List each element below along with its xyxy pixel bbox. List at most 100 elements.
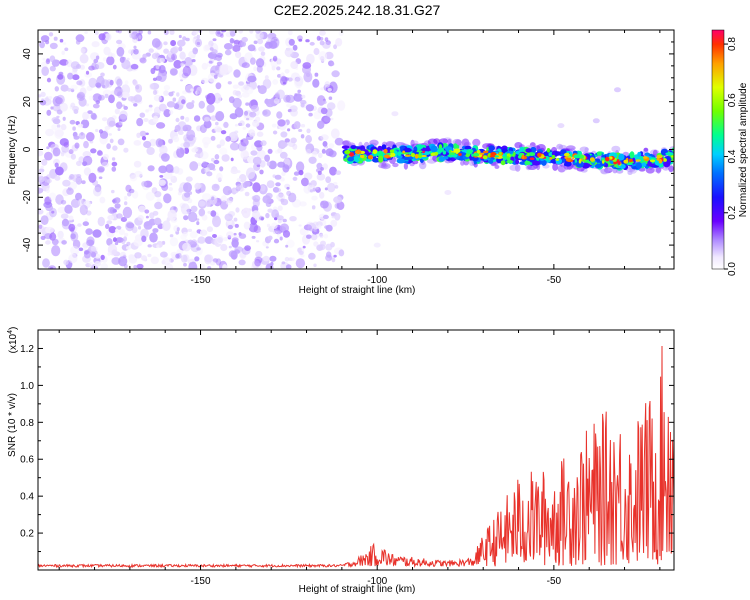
noise-speckle [322, 163, 328, 170]
noise-speckle [212, 234, 217, 238]
noise-speckle [72, 126, 76, 131]
noise-speckle [308, 156, 317, 164]
noise-speckle [273, 55, 278, 59]
noise-speckle [147, 244, 152, 248]
noise-speckle [173, 135, 180, 143]
noise-speckle [68, 149, 74, 155]
noise-speckle [102, 153, 109, 161]
noise-speckle [38, 168, 45, 173]
noise-speckle [143, 140, 152, 149]
noise-speckle [173, 225, 180, 232]
noise-speckle [133, 238, 143, 247]
noise-speckle [111, 199, 116, 203]
noise-speckle [273, 230, 278, 235]
noise-speckle [78, 198, 84, 207]
noise-speckle [243, 213, 247, 216]
noise-speckle [190, 54, 196, 59]
noise-speckle [305, 104, 314, 112]
signal-cell [594, 163, 602, 169]
noise-speckle [294, 76, 303, 89]
noise-speckle [330, 62, 335, 66]
noise-speckle [241, 207, 251, 219]
noise-speckle [176, 252, 182, 259]
noise-speckle [300, 123, 306, 128]
noise-speckle [294, 93, 298, 97]
noise-speckle [223, 43, 233, 50]
noise-speckle [111, 257, 121, 265]
signal-halo [668, 165, 674, 173]
noise-speckle [61, 50, 65, 55]
noise-speckle [70, 231, 79, 242]
noise-speckle [169, 237, 179, 247]
noise-speckle [132, 80, 138, 86]
noise-speckle [216, 144, 222, 149]
noise-speckle [147, 30, 152, 35]
noise-speckle [213, 184, 219, 189]
noise-speckle [267, 208, 274, 213]
noise-speckle [252, 156, 262, 165]
noise-speckle [287, 109, 292, 113]
noise-speckle [163, 41, 168, 46]
noise-speckle [82, 111, 89, 120]
noise-speckle [211, 157, 215, 162]
noise-speckle [85, 70, 90, 75]
noise-speckle [45, 226, 55, 234]
noise-speckle [221, 30, 227, 33]
signal-peak [405, 154, 411, 157]
noise-speckle [46, 174, 51, 180]
noise-speckle [295, 258, 306, 269]
noise-speckle [229, 142, 240, 151]
signal-peak [671, 155, 674, 158]
signal-peak [482, 155, 488, 160]
noise-speckle [286, 186, 290, 190]
noise-speckle [196, 41, 201, 46]
noise-speckle [138, 205, 146, 213]
noise-speckle [155, 138, 163, 148]
spectrogram-y-tick-label: 0 [22, 146, 33, 152]
noise-speckle [189, 231, 198, 239]
noise-speckle [51, 117, 60, 123]
noise-speckle [252, 182, 261, 193]
noise-speckle [121, 238, 126, 245]
noise-speckle [245, 167, 256, 180]
noise-speckle [146, 147, 155, 155]
signal-peak [422, 150, 425, 154]
noise-speckle [302, 62, 312, 69]
noise-speckle [123, 105, 128, 110]
noise-speckle [206, 104, 215, 113]
signal-peak [521, 154, 525, 159]
noise-speckle [145, 191, 155, 201]
noise-speckle [38, 187, 44, 194]
signal-halo [472, 138, 481, 147]
noise-speckle [94, 184, 102, 193]
spectrogram-panel: -150 -100 -50 -40 -20 0 20 40 Height of straigh… [7, 29, 675, 296]
noise-speckle [53, 36, 58, 41]
noise-speckle [300, 254, 305, 258]
noise-speckle [113, 88, 123, 97]
noise-speckle [49, 42, 58, 50]
noise-speckle [91, 41, 100, 48]
signal-halo [460, 160, 465, 166]
noise-speckle [158, 179, 166, 186]
noise-speckle [256, 240, 260, 243]
noise-speckle [168, 187, 173, 192]
noise-speckle [253, 66, 258, 71]
noise-speckle [102, 57, 107, 62]
signal-peak [551, 154, 556, 159]
noise-speckle [127, 49, 134, 55]
noise-speckle [150, 82, 160, 90]
signal-peak [418, 154, 422, 159]
snr-series-line [38, 345, 674, 569]
noise-speckle [266, 180, 275, 189]
noise-speckle [143, 118, 149, 122]
signal-peak [348, 152, 355, 157]
noise-speckle [255, 116, 261, 122]
noise-speckle [149, 232, 158, 243]
signal-peak [442, 150, 447, 155]
noise-speckle [244, 191, 250, 197]
noise-speckle [279, 151, 288, 159]
noise-speckle [145, 215, 149, 219]
noise-speckle [111, 249, 118, 255]
noise-speckle [236, 178, 241, 182]
